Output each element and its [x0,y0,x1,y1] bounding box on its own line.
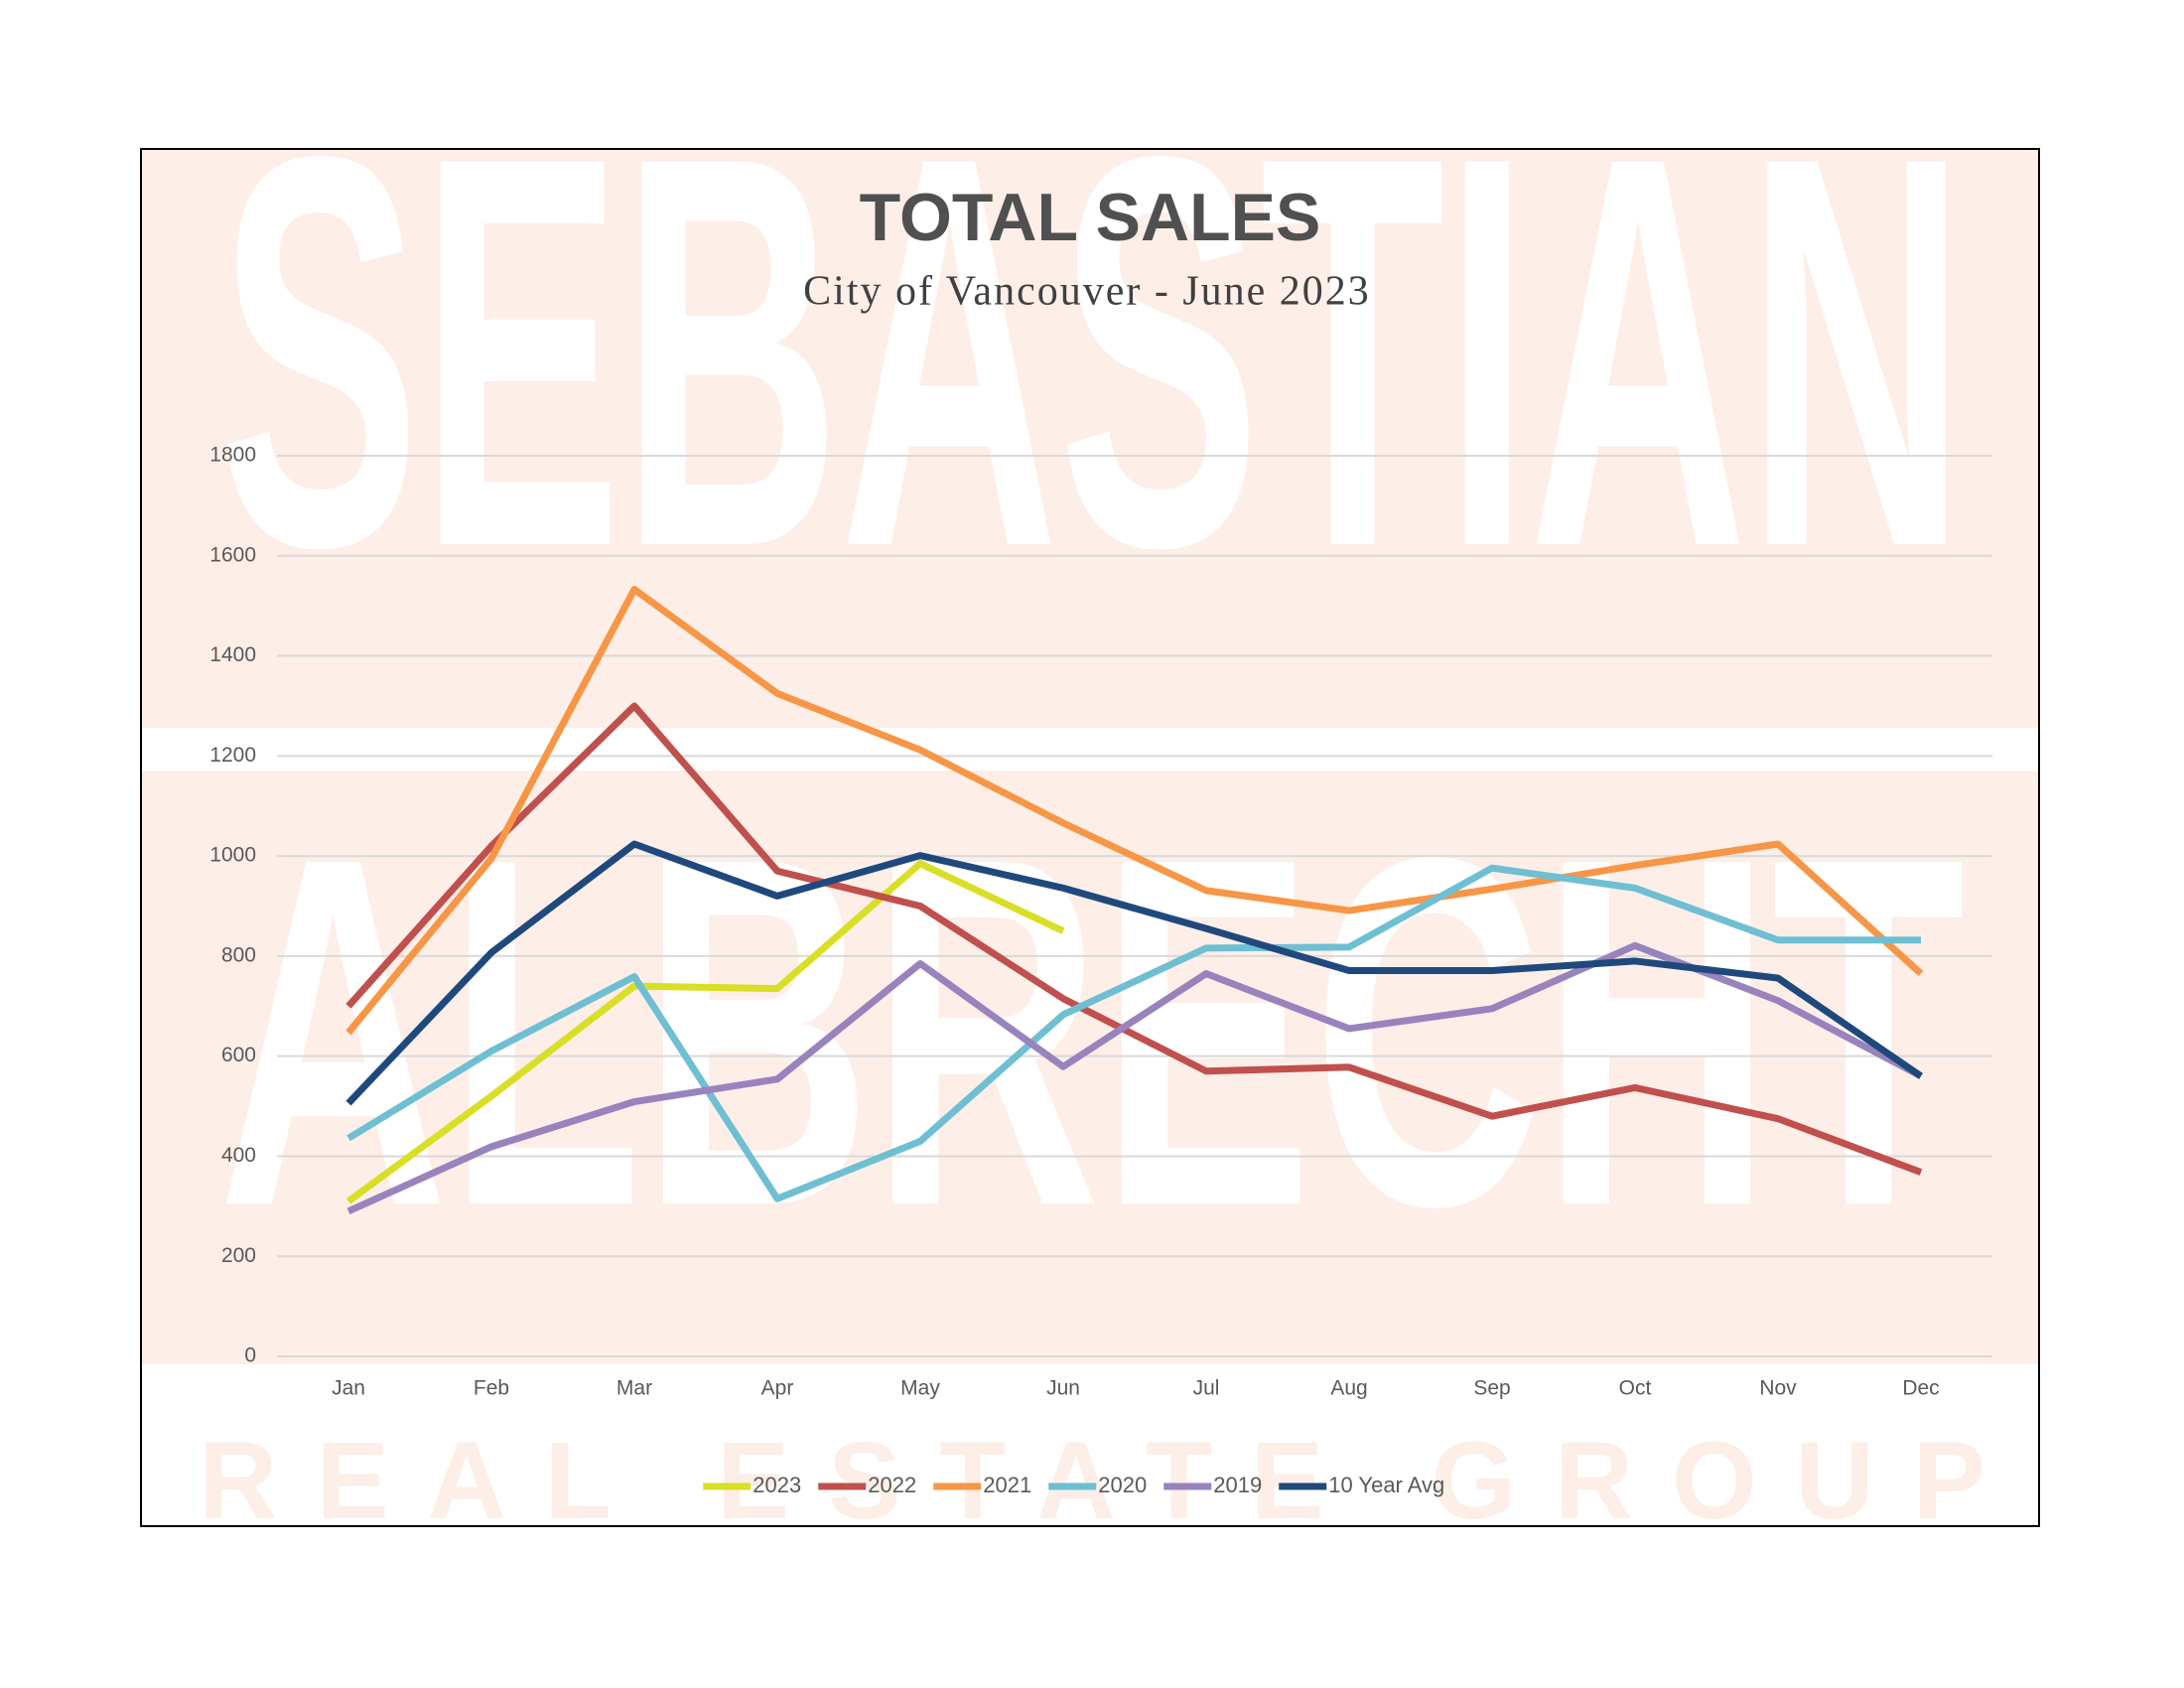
background-band [142,150,2038,728]
legend-label: 10 Year Avg [1328,1473,1444,1497]
legend-label: 2022 [868,1473,916,1497]
legend-label: 2023 [752,1473,801,1497]
x-tick-label: Feb [474,1377,509,1400]
y-tick-label: 600 [221,1044,256,1066]
series-line [345,586,1924,1036]
y-tick-label: 400 [221,1144,256,1167]
series-line [345,702,1923,1176]
y-tick-label: 1600 [209,543,256,566]
watermark: REAL ESTATE GROUP [199,1420,1985,1542]
x-tick-label: Oct [1619,1377,1652,1400]
x-tick-label: Nov [1759,1377,1797,1400]
y-tick-label: 1000 [209,844,256,867]
chart-title: TOTAL SALES [860,180,1321,255]
x-tick-label: Mar [616,1377,652,1400]
y-tick-label: 0 [244,1344,256,1367]
y-tick-label: 200 [221,1244,256,1267]
y-tick-label: 1400 [209,643,256,666]
watermark: ALBRECHT [218,754,1966,1309]
watermark: SEBASTIAN [218,41,1966,662]
y-tick-label: 800 [221,943,256,966]
background-band [142,771,2038,1364]
y-tick-label: 1200 [209,744,256,767]
x-tick-label: Dec [1902,1377,1939,1400]
series-line [346,941,1923,1215]
legend-label: 2020 [1098,1473,1147,1497]
x-tick-label: Aug [1330,1377,1367,1400]
chart-subtitle: City of Vancouver - June 2023 [803,269,1371,315]
x-tick-label: Jun [1046,1377,1080,1400]
y-tick-label: 1800 [209,444,256,467]
series-line [345,860,1065,1204]
series-line [346,864,1921,1202]
x-tick-label: Jul [1193,1377,1220,1400]
x-tick-label: May [900,1377,940,1400]
x-tick-label: Apr [761,1377,794,1400]
series-line [345,840,1923,1106]
legend-label: 2019 [1213,1473,1262,1497]
legend-label: 2021 [983,1473,1031,1497]
x-tick-label: Sep [1473,1377,1510,1400]
x-tick-label: Jan [332,1377,365,1400]
